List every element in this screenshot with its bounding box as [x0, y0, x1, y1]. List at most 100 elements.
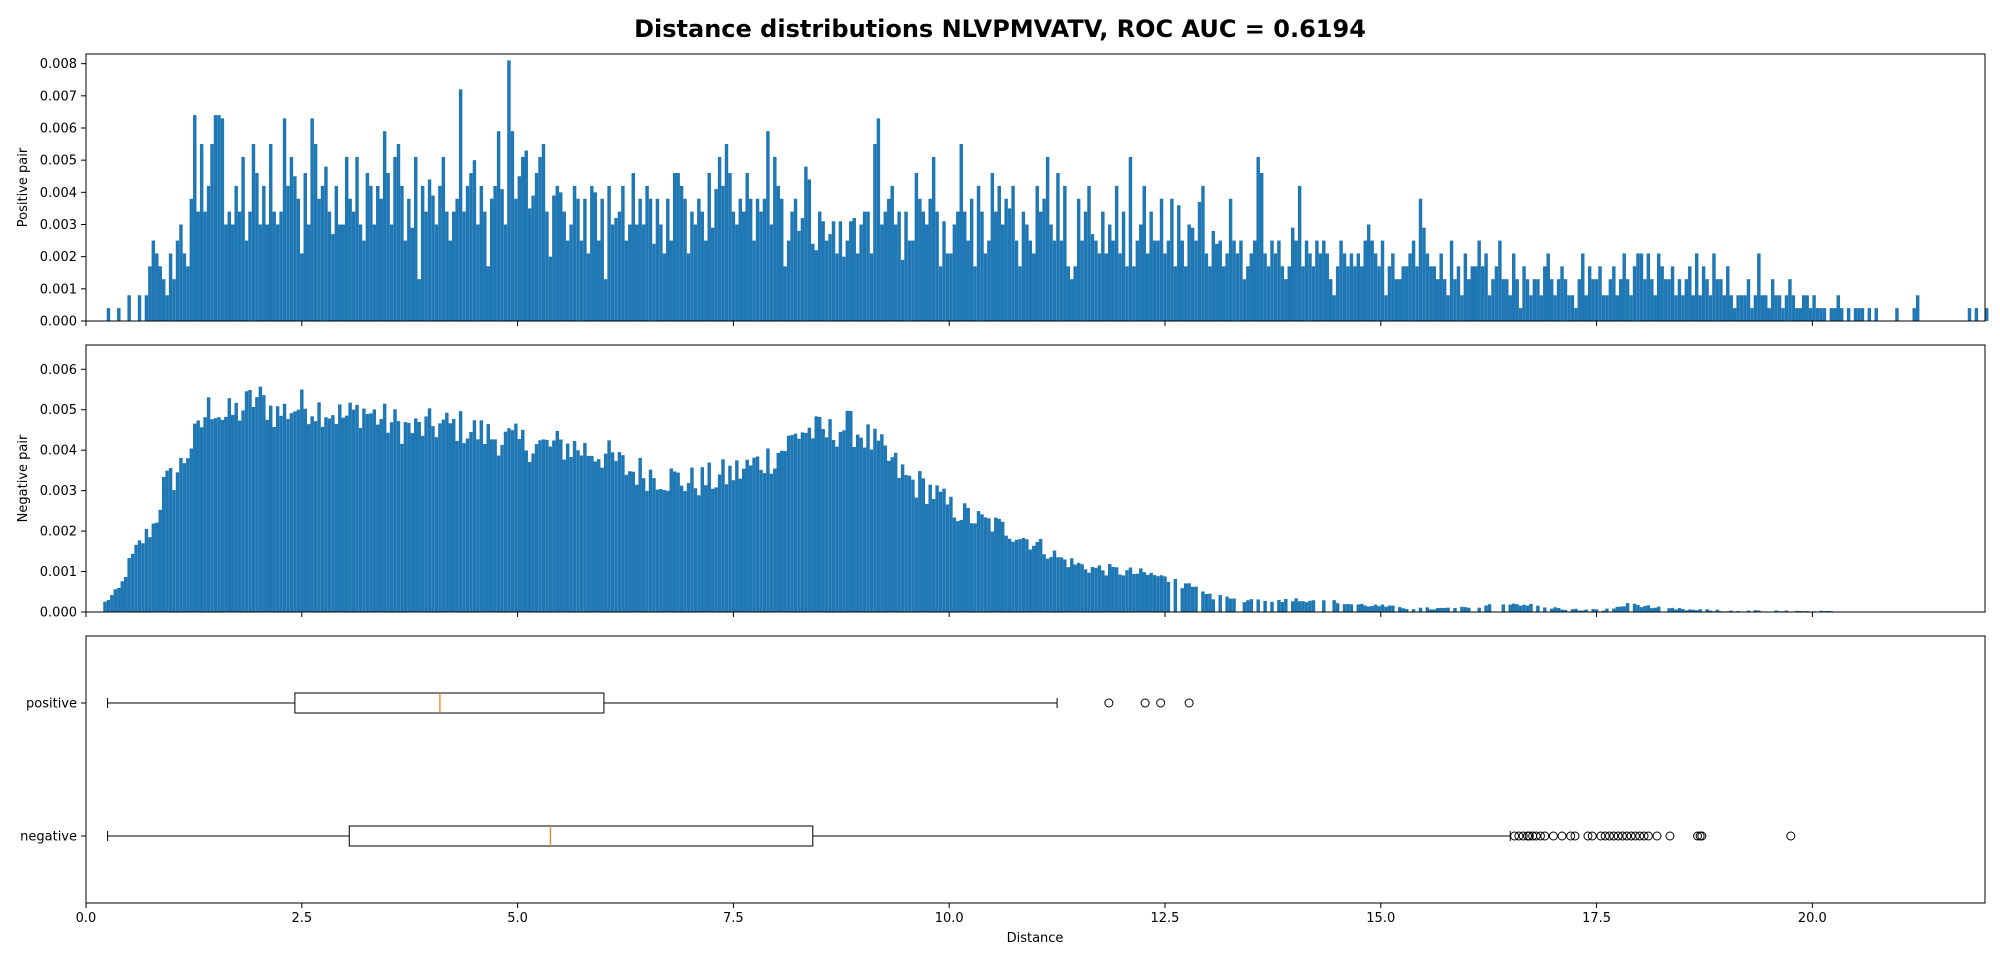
- histogram-bar: [1218, 240, 1222, 321]
- histogram-bar: [745, 459, 749, 612]
- histogram-bar: [1335, 603, 1340, 612]
- histogram-bar: [1605, 608, 1609, 612]
- histogram-bar: [1308, 253, 1312, 321]
- histogram-bar: [496, 131, 501, 321]
- histogram-bar: [1159, 198, 1164, 321]
- histogram-bar: [503, 431, 508, 612]
- y-tick-label: 0.007: [40, 89, 77, 104]
- outlier-point: [1665, 831, 1675, 841]
- histogram-bar: [1515, 279, 1519, 321]
- histogram-bar: [683, 491, 687, 612]
- histogram-bar: [1449, 240, 1454, 321]
- histogram-bar: [617, 211, 622, 321]
- histogram-bar: [1442, 279, 1447, 321]
- histogram-bar: [1487, 604, 1492, 612]
- histogram-bar: [1833, 308, 1837, 321]
- histogram-bar: [1739, 295, 1744, 321]
- histogram-bar: [227, 398, 232, 612]
- histogram-bar: [396, 421, 401, 612]
- histogram-bar: [351, 409, 356, 612]
- histogram-bar: [980, 514, 984, 612]
- histogram-bar: [845, 240, 850, 321]
- histogram-bar: [1543, 607, 1547, 612]
- histogram-bar: [707, 462, 711, 612]
- x-tick-label: 12.5: [1151, 911, 1180, 926]
- histogram-bar: [123, 576, 128, 612]
- histogram-bar: [507, 60, 511, 321]
- histogram-bar: [161, 279, 166, 321]
- histogram-bar: [414, 418, 418, 612]
- histogram-bar: [1042, 554, 1046, 612]
- histogram-bar: [1853, 308, 1858, 321]
- histogram-bar: [1812, 295, 1816, 321]
- x-tick-label: 5.0: [507, 911, 528, 926]
- histogram-bar: [821, 429, 825, 612]
- histogram-bar: [324, 166, 328, 321]
- histogram-bar: [835, 253, 839, 321]
- histogram-bar: [1018, 539, 1022, 612]
- histogram-bar: [697, 495, 701, 612]
- histogram-bar: [1232, 598, 1236, 612]
- histogram-bar: [1170, 198, 1174, 321]
- histogram-bar: [1346, 604, 1350, 612]
- histogram-bar: [1753, 610, 1758, 612]
- histogram-bar: [1056, 173, 1060, 321]
- histogram-bar: [1494, 266, 1499, 321]
- y-tick-label: 0.005: [40, 154, 77, 169]
- histogram-bar: [1549, 279, 1554, 321]
- histogram-bar: [728, 465, 732, 612]
- histogram-bar: [783, 266, 787, 321]
- histogram-bar: [379, 419, 383, 612]
- histogram-bar: [1777, 295, 1782, 321]
- histogram-bar: [420, 185, 425, 321]
- histogram-bar: [603, 279, 608, 321]
- histogram-bar: [779, 198, 784, 321]
- histogram-bar: [168, 253, 173, 321]
- histogram-bar: [1125, 266, 1129, 321]
- histogram-bar: [106, 600, 111, 612]
- histogram-bar: [234, 402, 238, 612]
- histogram-bar: [1632, 266, 1637, 321]
- histogram-bar: [1121, 575, 1126, 612]
- histogram-bar: [541, 144, 546, 321]
- histogram-bar: [1308, 600, 1312, 612]
- negative-histogram-bars: [103, 386, 1972, 612]
- histogram-bar: [434, 437, 439, 612]
- histogram-bar: [199, 427, 204, 612]
- y-tick-label: 0.006: [40, 363, 77, 378]
- histogram-bar: [1297, 601, 1302, 612]
- histogram-bar: [483, 444, 487, 612]
- histogram-bar: [1802, 295, 1806, 321]
- histogram-bar: [1294, 598, 1298, 612]
- histogram-bar: [669, 468, 673, 612]
- histogram-bar: [1304, 240, 1309, 321]
- histogram-bar: [842, 430, 846, 612]
- histogram-bar: [1322, 240, 1326, 321]
- histogram-bar: [1035, 185, 1039, 321]
- histogram-bar: [514, 423, 518, 612]
- y-tick-label: 0.003: [40, 218, 77, 233]
- histogram-bar: [552, 195, 556, 321]
- histogram-bar: [1349, 604, 1354, 612]
- histogram-bar: [1108, 564, 1112, 612]
- histogram-bar: [289, 156, 294, 321]
- histogram-bar: [172, 279, 176, 321]
- outlier-point: [1639, 831, 1649, 841]
- histogram-bar: [282, 403, 287, 612]
- histogram-bar: [1342, 253, 1347, 321]
- histogram-bar: [1615, 295, 1620, 321]
- histogram-bar: [583, 198, 587, 321]
- histogram-bar: [824, 437, 829, 612]
- histogram-bar: [1411, 240, 1416, 321]
- histogram-bar: [296, 198, 301, 321]
- histogram-bar: [151, 240, 156, 321]
- histogram-bar: [1577, 279, 1582, 321]
- histogram-bar: [206, 185, 211, 321]
- histogram-bar: [590, 185, 594, 321]
- histogram-bar: [1795, 308, 1799, 321]
- histogram-bar: [355, 404, 359, 612]
- histogram-bar: [465, 438, 470, 612]
- histogram-bar: [804, 432, 808, 612]
- histogram-bar: [1063, 185, 1067, 321]
- histogram-bar: [355, 156, 359, 321]
